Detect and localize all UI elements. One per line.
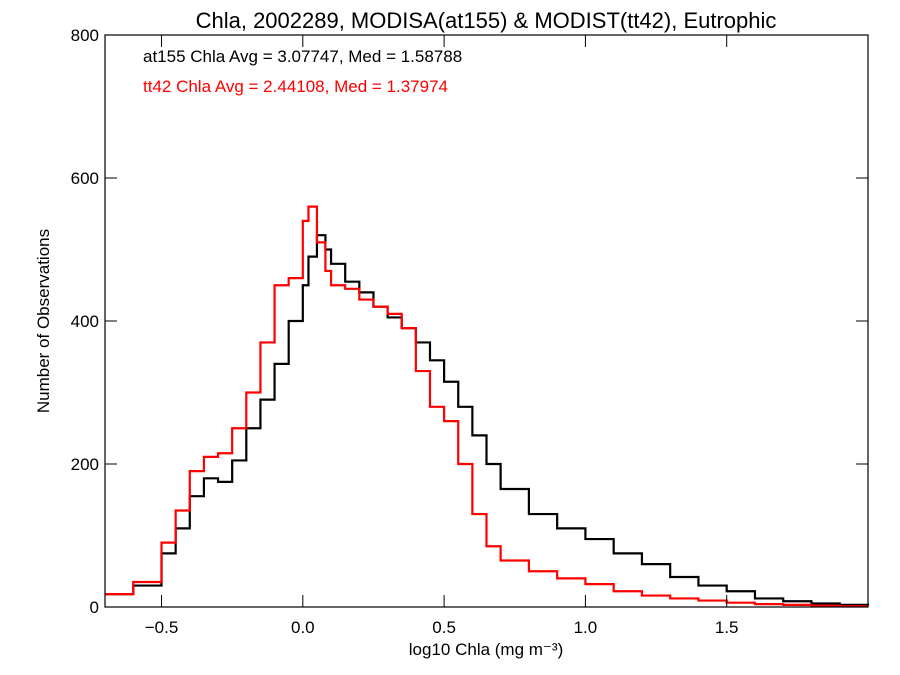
x-tick-label: −0.5 <box>145 618 179 637</box>
y-tick-label: 200 <box>71 455 99 474</box>
x-tick-label: 1.0 <box>574 618 598 637</box>
y-tick-label: 0 <box>90 598 99 617</box>
annotation-tt42: tt42 Chla Avg = 2.44108, Med = 1.37974 <box>143 77 448 96</box>
y-tick-label: 600 <box>71 169 99 188</box>
x-tick-label: 0.0 <box>291 618 315 637</box>
x-axis-label: log10 Chla (mg m⁻³) <box>409 640 563 659</box>
series-layer <box>105 205 870 608</box>
y-tick-label: 800 <box>71 26 99 45</box>
series-line-1 <box>105 205 868 608</box>
y-axis-label: Number of Observations <box>34 229 53 413</box>
chart-title: Chla, 2002289, MODISA(at155) & MODIST(tt… <box>196 8 777 33</box>
x-axis-ticks: −0.5 0.0 0.5 1.0 1.5 <box>145 35 739 637</box>
x-tick-label: 0.5 <box>432 618 456 637</box>
y-tick-label: 400 <box>71 312 99 331</box>
annotation-at155: at155 Chla Avg = 3.07747, Med = 1.58788 <box>143 47 462 66</box>
y-axis-ticks: 0 200 400 600 800 <box>71 26 868 617</box>
plot-area: −0.5 0.0 0.5 1.0 1.5 0 200 400 600 800 <box>71 26 870 637</box>
x-tick-label: 1.5 <box>715 618 739 637</box>
